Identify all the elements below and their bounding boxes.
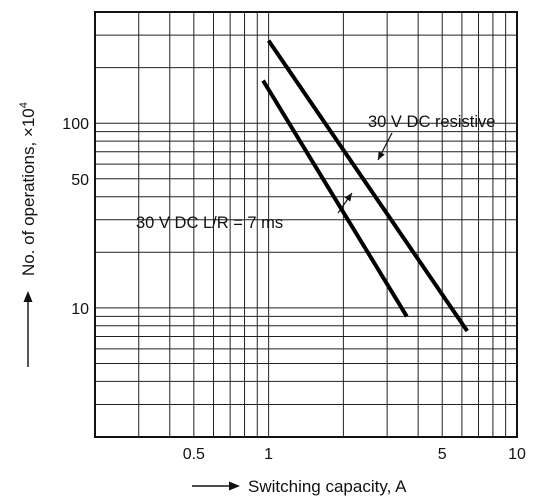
annotation-arrow-icon (344, 193, 352, 202)
y-tick-label: 10 (71, 301, 89, 318)
series-line-inductive (261, 79, 409, 318)
annotation-inductive: 30 V DC L/R = 7 ms (136, 214, 283, 232)
plot-frame (94, 11, 518, 438)
x-tick-label: 0.5 (183, 446, 205, 463)
grid (95, 12, 517, 437)
x-axis-arrow-icon (229, 481, 240, 491)
y-axis-label-group: No. of operations, ×104 (18, 102, 38, 367)
x-tick-labels: 0.5 1 5 10 (183, 446, 526, 463)
x-axis-label: Switching capacity, A (248, 477, 407, 496)
y-axis-label: No. of operations, ×104 (18, 102, 38, 276)
series-line-resistive (266, 39, 469, 333)
series-group (261, 39, 469, 333)
y-tick-label: 100 (62, 116, 89, 133)
annotation-arrow-icon (378, 151, 385, 160)
y-tick-label: 50 (71, 172, 89, 189)
x-axis-label-group: Switching capacity, A (192, 477, 407, 496)
x-tick-label: 10 (508, 446, 526, 463)
x-tick-label: 1 (264, 446, 273, 463)
annotations: 30 V DC resistive 30 V DC L/R = 7 ms (136, 113, 495, 232)
y-tick-labels: 10 50 100 (62, 116, 89, 318)
x-tick-label: 5 (438, 446, 447, 463)
y-axis-label-exponent: 4 (18, 102, 30, 108)
y-axis-label-main: No. of operations, ×10 (19, 108, 38, 276)
annotation-resistive: 30 V DC resistive (368, 113, 495, 131)
y-axis-arrow-icon (23, 291, 33, 302)
